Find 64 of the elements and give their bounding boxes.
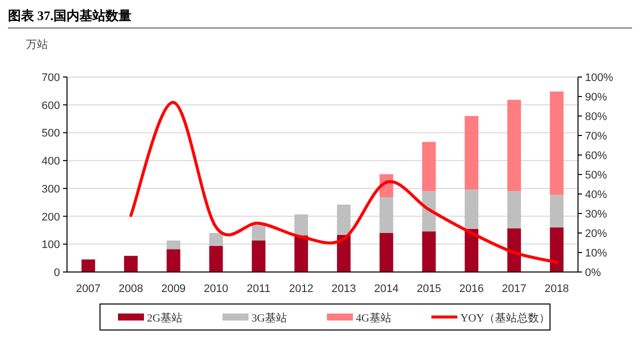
- bar: [81, 259, 96, 272]
- y-tick-label: 300: [42, 183, 60, 196]
- line-series: [129, 100, 558, 264]
- bar: [464, 228, 478, 272]
- y-tick-label: 600: [42, 100, 60, 112]
- x-tick-label: 2016: [459, 283, 484, 295]
- legend-label: YOY（基站总数）: [460, 312, 550, 324]
- x-tick-label: 2007: [76, 283, 101, 295]
- bar: [124, 256, 138, 272]
- x-tick-label: 2017: [502, 283, 526, 295]
- bar: [464, 116, 478, 190]
- y-tick-label: 500: [42, 128, 60, 140]
- y-tick-label: 700: [42, 72, 60, 84]
- y2-tick-label: 70%: [585, 130, 608, 142]
- bar: [550, 194, 564, 228]
- y2-tick-label: 100%: [585, 72, 614, 84]
- bar: [166, 249, 180, 272]
- bar: [550, 91, 564, 195]
- bar: [294, 214, 308, 236]
- y-tick-label: 400: [42, 156, 60, 168]
- bar: [294, 236, 308, 272]
- bar: [422, 142, 436, 192]
- bar: [252, 240, 266, 272]
- x-tick-label: 2012: [288, 283, 314, 295]
- y2-tick-label: 20%: [585, 228, 608, 240]
- chart-title: 图表 37.国内基站数量: [8, 8, 132, 23]
- y-tick-label: 100: [42, 239, 60, 252]
- x-tick-label: 2015: [416, 283, 442, 295]
- y-tick-label: 0: [54, 267, 60, 279]
- x-tick-label: 2010: [204, 283, 228, 295]
- bar: [422, 191, 436, 232]
- y2-tick-label: 40%: [585, 189, 608, 201]
- bar: [336, 204, 351, 235]
- y2-tick-label: 90%: [585, 92, 608, 104]
- y2-tick-label: 0%: [585, 267, 602, 279]
- x-tick-label: 2008: [118, 283, 144, 295]
- bar: [422, 231, 436, 272]
- x-tick-label: 2009: [161, 283, 186, 295]
- bar: [550, 227, 564, 272]
- y2-tick-label: 50%: [585, 170, 608, 182]
- x-tick-label: 2013: [332, 283, 356, 295]
- x-tick-label: 2014: [374, 283, 399, 295]
- bar: [252, 224, 266, 241]
- bar: [507, 100, 521, 192]
- y2-tick-label: 10%: [585, 248, 608, 260]
- bar: [336, 234, 351, 272]
- bar: [380, 233, 394, 272]
- x-tick-label: 2011: [246, 283, 270, 295]
- legend-label: 2G基站: [147, 312, 182, 324]
- y2-tick-label: 30%: [585, 208, 608, 220]
- y-tick-label: 200: [42, 211, 60, 224]
- legend-label: 4G基站: [356, 312, 392, 324]
- bar: [166, 240, 180, 250]
- x-tick-label: 2018: [544, 283, 569, 295]
- bar: [380, 197, 394, 233]
- legend-label: 3G基站: [251, 312, 287, 324]
- y-axis-title: 万站: [26, 38, 48, 51]
- bar: [209, 246, 223, 272]
- bar: [507, 228, 521, 272]
- y2-tick-label: 80%: [585, 111, 608, 123]
- y2-tick-label: 60%: [585, 150, 608, 162]
- bar: [464, 190, 478, 229]
- bar: [507, 191, 521, 228]
- bar: [209, 233, 223, 246]
